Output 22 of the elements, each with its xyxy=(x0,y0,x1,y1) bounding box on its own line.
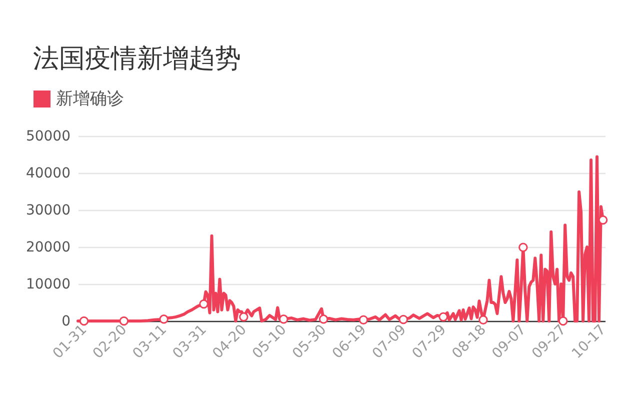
point xyxy=(478,315,488,325)
point xyxy=(598,215,608,225)
y-tick-label: 30000 xyxy=(26,202,70,218)
point xyxy=(119,316,129,326)
y-tick-label: 20000 xyxy=(26,240,70,256)
chart-title: 法国疫情新增趋势 xyxy=(33,44,241,74)
point xyxy=(358,315,368,325)
point xyxy=(318,314,328,324)
y-tick-label: 10000 xyxy=(26,276,70,292)
y-tick-label: 0 xyxy=(62,314,70,330)
point xyxy=(79,316,89,326)
point xyxy=(438,312,448,322)
point xyxy=(239,312,248,322)
legend-label: 新增确诊 xyxy=(56,89,124,109)
point xyxy=(159,314,168,324)
point xyxy=(558,316,568,326)
point xyxy=(278,314,288,324)
point xyxy=(199,299,208,309)
y-tick-label: 50000 xyxy=(26,128,70,144)
point xyxy=(518,242,528,252)
y-tick-label: 40000 xyxy=(26,166,70,182)
point xyxy=(398,314,408,324)
